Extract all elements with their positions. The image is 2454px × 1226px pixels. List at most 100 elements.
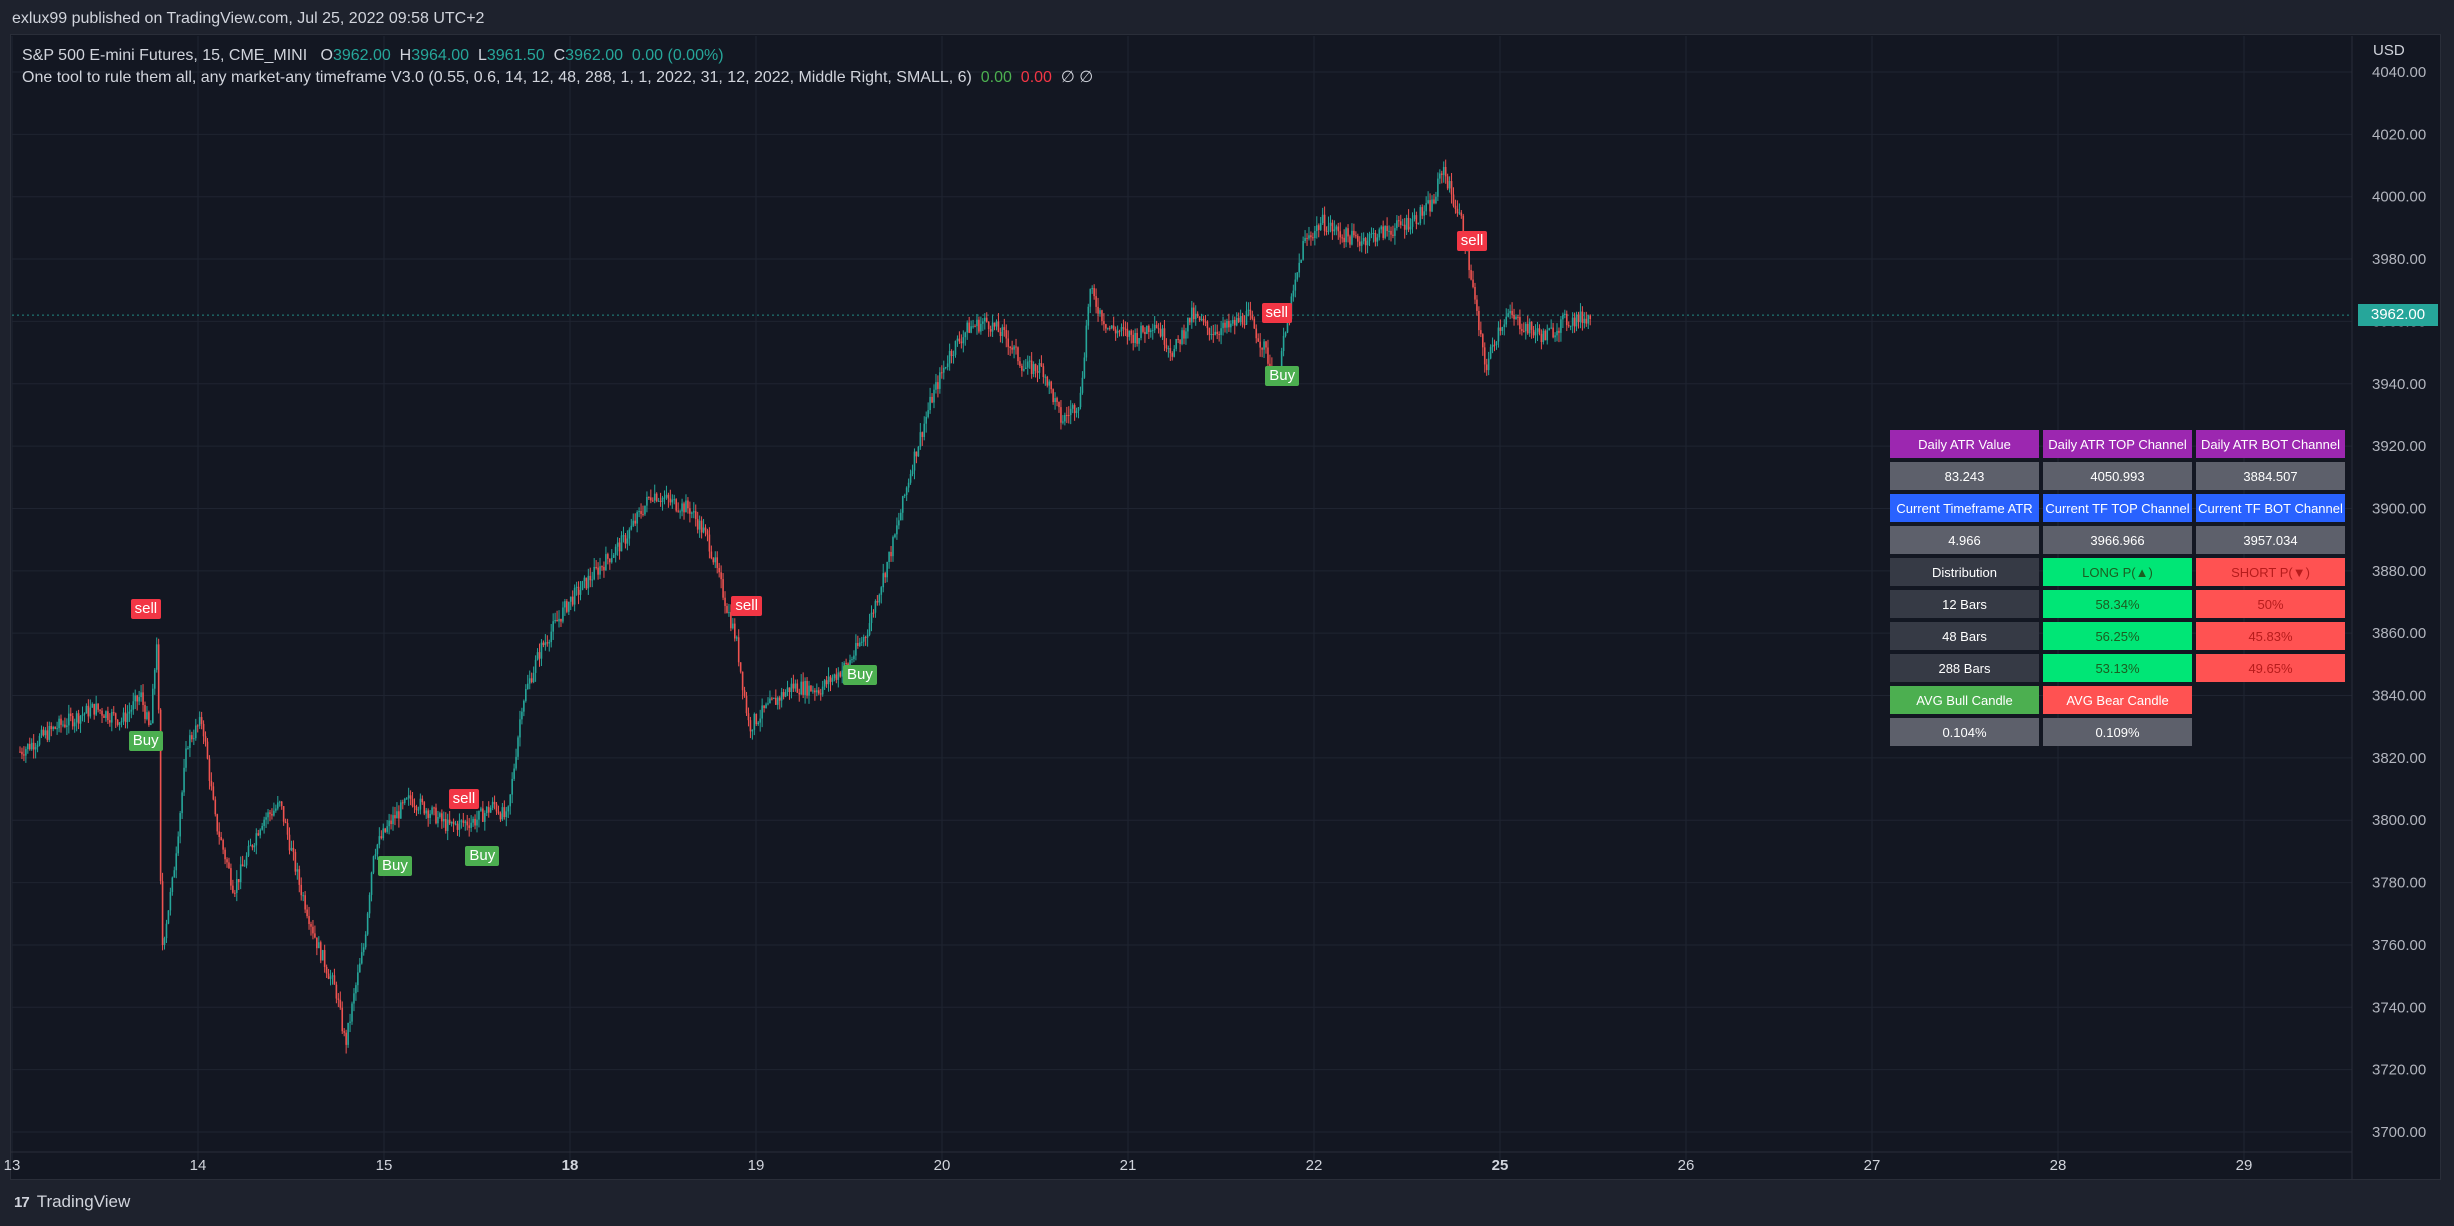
- candle-body: [439, 813, 441, 817]
- candle-body: [40, 729, 43, 736]
- table-cell: 0.104%: [1890, 718, 2039, 746]
- candle-body: [1497, 327, 1500, 342]
- candle-body: [452, 821, 455, 824]
- table-cell: 4.966: [1890, 526, 2039, 554]
- candle-body: [255, 833, 258, 846]
- x-tick-label: 27: [1864, 1157, 1881, 1174]
- candle-body: [513, 768, 515, 779]
- candle-body: [855, 642, 857, 656]
- candle-body: [1526, 323, 1529, 334]
- candle-body: [1579, 311, 1582, 323]
- table-row: 288 Bars 53.13% 49.65%: [1890, 654, 2345, 682]
- candle-body: [1446, 176, 1449, 189]
- candle-body: [1114, 329, 1117, 334]
- x-tick-label: 18: [562, 1157, 579, 1174]
- candle-body: [1036, 371, 1039, 373]
- candle-body: [648, 496, 650, 498]
- candle-body: [1552, 327, 1554, 338]
- candle-body: [144, 705, 146, 719]
- candle-body: [173, 870, 176, 878]
- candle-body: [271, 813, 273, 816]
- candle-body: [357, 972, 359, 986]
- candle-body: [681, 503, 683, 512]
- table-cell: Daily ATR Value: [1890, 430, 2039, 458]
- candle-body: [1515, 316, 1517, 320]
- candle-body: [616, 542, 619, 547]
- candle-body: [817, 690, 820, 694]
- candle-body: [683, 503, 685, 513]
- high-label: H: [399, 47, 412, 64]
- candle-body: [1073, 405, 1076, 414]
- candle-body: [552, 621, 554, 632]
- candle-body: [989, 329, 992, 332]
- candle-body: [480, 808, 482, 811]
- candle-body: [1544, 330, 1547, 341]
- candle-body: [1173, 348, 1176, 357]
- candle-body: [1398, 220, 1400, 222]
- candle-body: [1419, 207, 1422, 224]
- buy-signal-label: Buy: [843, 665, 877, 686]
- candle-body: [1019, 361, 1021, 366]
- candle-body: [732, 623, 734, 629]
- candle-body: [999, 331, 1002, 337]
- candle-body: [194, 725, 197, 739]
- candle-body: [823, 680, 826, 687]
- candle-body: [302, 895, 304, 897]
- table-row: 83.243 4050.993 3884.507: [1890, 462, 2345, 490]
- candle-body: [443, 819, 445, 822]
- candle-body: [1573, 317, 1576, 327]
- candle-body: [444, 819, 447, 832]
- candle-body: [175, 853, 178, 871]
- candle-body: [1421, 207, 1424, 216]
- candle-body: [689, 508, 691, 514]
- candle-body: [1142, 325, 1144, 332]
- candle-body: [333, 975, 336, 985]
- candle-body: [1536, 328, 1539, 332]
- table-cell: 45.83%: [2196, 622, 2345, 650]
- candle-body: [1427, 200, 1429, 204]
- candle-body: [187, 747, 189, 749]
- tradingview-brand[interactable]: 17 TradingView: [14, 1192, 130, 1212]
- candle-body: [585, 577, 588, 589]
- candle-body: [511, 778, 513, 795]
- candle-body: [632, 520, 635, 526]
- candle-body: [1177, 338, 1179, 340]
- candle-body: [1392, 234, 1394, 236]
- candle-body: [898, 520, 900, 526]
- candle-body: [700, 520, 703, 533]
- tradingview-logo-icon: 17: [14, 1193, 30, 1211]
- candle-body: [612, 554, 615, 558]
- candle-body: [753, 713, 756, 730]
- candle-body: [75, 713, 78, 723]
- candle-body: [204, 736, 207, 742]
- candle-body: [577, 586, 580, 595]
- candle-body: [872, 612, 875, 614]
- candle-body: [474, 818, 476, 826]
- table-row: 12 Bars 58.34% 50%: [1890, 590, 2345, 618]
- symbol-name: S&P 500 E-mini Futures, 15, CME_MINI: [22, 47, 308, 64]
- candle-body: [1280, 351, 1283, 369]
- table-cell: Daily ATR TOP Channel: [2043, 430, 2192, 458]
- candle-body: [638, 511, 640, 513]
- candle-body: [198, 717, 201, 726]
- candle-body: [437, 816, 439, 824]
- candle-body: [81, 714, 84, 716]
- candle-body: [614, 546, 617, 555]
- candle-body: [1483, 347, 1486, 365]
- candle-body: [669, 498, 672, 503]
- candle-body: [1046, 376, 1049, 386]
- candle-body: [808, 685, 810, 696]
- candle-body: [1259, 341, 1261, 348]
- candle-body: [232, 885, 234, 893]
- candle-body: [1390, 230, 1392, 235]
- candle-body: [622, 535, 625, 537]
- x-tick-label: 22: [1306, 1157, 1323, 1174]
- candle-body: [1083, 357, 1086, 378]
- candle-body: [550, 631, 553, 643]
- candle-body: [548, 642, 551, 644]
- candle-body: [1050, 381, 1052, 390]
- candle-body: [743, 690, 746, 696]
- candle-body: [415, 806, 418, 811]
- candle-body: [921, 432, 924, 437]
